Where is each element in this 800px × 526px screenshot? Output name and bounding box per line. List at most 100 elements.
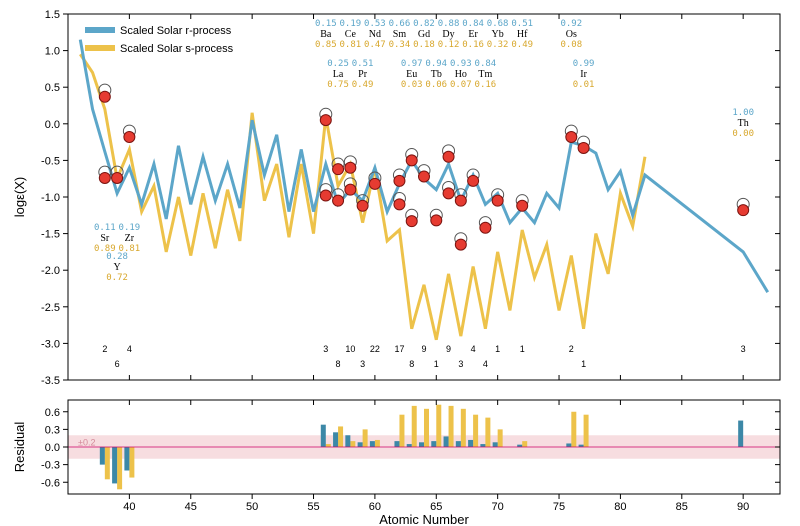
- svg-text:Ce: Ce: [345, 29, 357, 40]
- svg-text:9: 9: [446, 344, 451, 354]
- svg-text:-3.0: -3.0: [41, 338, 60, 350]
- svg-text:-3.5: -3.5: [41, 375, 60, 387]
- r-residual-bar: [493, 442, 498, 447]
- svg-text:0.25: 0.25: [327, 59, 349, 69]
- r-residual-bar: [100, 447, 105, 465]
- svg-text:0.3: 0.3: [45, 424, 60, 436]
- r-process-line: [80, 40, 767, 293]
- svg-text:3: 3: [360, 359, 365, 369]
- svg-text:Yb: Yb: [492, 29, 504, 40]
- svg-text:Scaled Solar s-process: Scaled Solar s-process: [120, 43, 234, 55]
- data-point: [443, 151, 454, 162]
- s-residual-bar: [363, 429, 368, 447]
- svg-text:0.47: 0.47: [364, 40, 386, 50]
- svg-text:0.19: 0.19: [119, 223, 141, 233]
- svg-text:Scaled Solar r-process: Scaled Solar r-process: [120, 25, 232, 37]
- data-point: [468, 175, 479, 186]
- svg-text:Gd: Gd: [418, 29, 430, 40]
- svg-text:0.11: 0.11: [94, 223, 116, 233]
- svg-text:0.15: 0.15: [315, 19, 337, 29]
- data-point: [333, 164, 344, 175]
- s-residual-bar: [105, 447, 110, 479]
- data-point: [455, 195, 466, 206]
- svg-text:Eu: Eu: [406, 69, 417, 80]
- r-residual-bar: [566, 443, 571, 447]
- r-residual-bar: [480, 444, 485, 447]
- svg-text:8: 8: [409, 359, 414, 369]
- data-point: [406, 155, 417, 166]
- svg-text:0.84: 0.84: [462, 19, 484, 29]
- svg-text:4: 4: [127, 344, 132, 354]
- svg-text:0.32: 0.32: [487, 40, 509, 50]
- svg-text:-0.3: -0.3: [41, 460, 60, 472]
- data-point: [455, 239, 466, 250]
- r-residual-bar: [738, 421, 743, 447]
- s-residual-bar: [424, 409, 429, 447]
- s-residual-bar: [436, 405, 441, 447]
- svg-text:Pr: Pr: [358, 69, 368, 80]
- svg-text:0.16: 0.16: [462, 40, 484, 50]
- data-point: [357, 200, 368, 211]
- svg-text:Y: Y: [113, 262, 120, 273]
- svg-text:Sr: Sr: [100, 233, 110, 244]
- svg-text:80: 80: [614, 501, 626, 513]
- r-residual-bar: [407, 444, 412, 447]
- svg-text:0.19: 0.19: [340, 19, 362, 29]
- svg-text:Sm: Sm: [393, 29, 407, 40]
- r-residual-bar: [394, 441, 399, 447]
- svg-text:1: 1: [520, 344, 525, 354]
- svg-text:1.5: 1.5: [45, 9, 60, 21]
- svg-text:0.68: 0.68: [487, 19, 509, 29]
- svg-text:0.12: 0.12: [438, 40, 460, 50]
- svg-text:-0.5: -0.5: [41, 155, 60, 167]
- r-residual-bar: [444, 436, 449, 447]
- svg-text:3: 3: [741, 344, 746, 354]
- svg-text:0.81: 0.81: [340, 40, 362, 50]
- r-residual-bar: [370, 441, 375, 447]
- s-residual-bar: [375, 440, 380, 447]
- svg-text:0.51: 0.51: [352, 59, 374, 69]
- s-residual-bar: [522, 441, 527, 447]
- svg-text:2: 2: [569, 344, 574, 354]
- data-point: [112, 172, 123, 183]
- data-point: [419, 171, 430, 182]
- svg-text:0.0: 0.0: [45, 442, 60, 454]
- svg-text:0.99: 0.99: [573, 59, 595, 69]
- s-residual-bar: [326, 444, 331, 447]
- r-residual-bar: [321, 425, 326, 447]
- svg-text:0.88: 0.88: [438, 19, 460, 29]
- svg-text:-2.0: -2.0: [41, 265, 60, 277]
- svg-text:0.75: 0.75: [327, 80, 349, 90]
- svg-text:4: 4: [483, 359, 488, 369]
- svg-text:0.28: 0.28: [106, 252, 128, 262]
- s-residual-bar: [117, 447, 122, 489]
- svg-text:0.5: 0.5: [45, 82, 60, 94]
- svg-text:50: 50: [246, 501, 258, 513]
- data-point: [443, 188, 454, 199]
- s-residual-bar: [350, 441, 355, 447]
- legend: Scaled Solar r-process Scaled Solar s-pro…: [85, 25, 234, 55]
- svg-text:0.49: 0.49: [352, 80, 374, 90]
- svg-text:Zr: Zr: [125, 233, 135, 244]
- top-ylabel: logε(X): [12, 177, 27, 217]
- svg-text:0.03: 0.03: [401, 80, 423, 90]
- data-point: [517, 200, 528, 211]
- s-residual-bar: [338, 426, 343, 447]
- svg-text:0.84: 0.84: [475, 59, 497, 69]
- s-residual-bar: [584, 415, 589, 447]
- r-residual-bar: [468, 440, 473, 447]
- svg-text:4: 4: [471, 344, 476, 354]
- r-residual-bar: [456, 441, 461, 447]
- svg-text:Ir: Ir: [580, 69, 587, 80]
- svg-text:-0.6: -0.6: [41, 477, 60, 489]
- svg-text:0.82: 0.82: [413, 19, 435, 29]
- data-point: [431, 215, 442, 226]
- svg-text:55: 55: [307, 501, 319, 513]
- r-residual-bar: [345, 435, 350, 447]
- svg-text:0.53: 0.53: [364, 19, 386, 29]
- r-residual-bar: [431, 441, 436, 447]
- svg-text:2: 2: [102, 344, 107, 354]
- r-residual-bar: [112, 447, 117, 483]
- svg-text:0.97: 0.97: [401, 59, 423, 69]
- data-point: [738, 205, 749, 216]
